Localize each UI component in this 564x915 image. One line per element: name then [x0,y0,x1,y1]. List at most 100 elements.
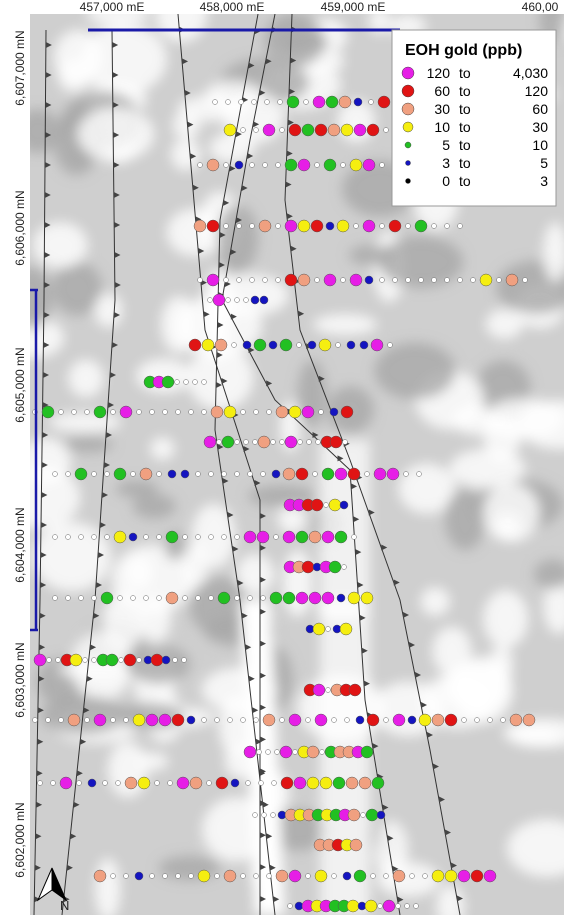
map-page: 457,000 mE458,000 mE459,000 mE460,006,60… [0,0,564,915]
sample-point [252,100,257,105]
sample-point [88,779,96,787]
sample-point [406,278,411,283]
sample-point [105,472,110,477]
sample-point [346,777,358,789]
legend-connector: to [459,65,471,81]
sample-point [361,592,373,604]
sample-point [384,874,389,879]
sample-point [231,779,239,787]
sample-point [51,781,56,786]
sample-point [480,274,492,286]
sample-point [209,472,214,477]
sample-point [114,531,126,543]
sample-point [347,900,359,912]
sample-point [294,777,306,789]
sample-point [263,163,268,168]
terrain-patch [375,821,408,879]
sample-point [339,96,351,108]
sample-point [348,809,360,821]
sample-point [159,714,171,726]
sample-point [94,870,106,882]
sample-point [315,870,327,882]
sample-point [343,872,351,880]
terrain-patch [374,343,455,400]
sample-point [60,777,72,789]
sample-point [189,874,194,879]
legend-max: 10 [532,137,548,153]
legend-max: 30 [532,119,548,135]
sample-point [311,220,323,232]
sample-point [297,343,302,348]
sample-point [66,472,71,477]
sample-point [371,874,376,879]
sample-point [163,410,168,415]
sample-point [111,410,116,415]
sample-point [181,470,189,478]
sample-point [278,100,283,105]
terrain-patch [483,399,563,440]
sample-point [244,298,249,303]
sample-point [378,904,383,909]
terrain-patch [420,587,450,616]
sample-point [348,468,360,480]
sample-point [315,163,320,168]
sample-point [198,870,210,882]
sample-point [155,781,160,786]
sample-point [352,535,357,540]
sample-point [365,276,373,284]
sample-point [209,596,214,601]
sample-point [408,716,416,724]
sample-point [176,874,181,879]
sample-point [445,224,450,229]
sample-point [432,870,444,882]
terrain-patch [58,59,91,92]
sample-point [124,718,129,723]
legend-max: 4,030 [513,65,548,81]
sample-point [207,159,219,171]
sample-point [367,124,379,136]
sample-point [172,714,184,726]
sample-point [198,278,203,283]
y-coordinate-label: 6,607,000 mN [13,30,27,105]
sample-point [260,296,268,304]
sample-point [106,654,118,666]
sample-point [445,870,457,882]
sample-point [307,746,319,758]
legend-connector: to [459,101,471,117]
sample-point [363,159,375,171]
sample-point [235,298,240,303]
sample-point [510,714,522,726]
sample-point [347,341,355,349]
sample-point [175,380,180,385]
sample-point [92,535,97,540]
sample-point [387,468,399,480]
legend-max: 120 [525,83,549,99]
sample-point [135,872,143,880]
legend-max: 3 [540,173,548,189]
sample-point [257,750,262,755]
sample-point [120,406,132,418]
terrain-patch [483,590,528,647]
terrain-patch [125,556,153,589]
sample-point [319,410,324,415]
sample-point [198,163,203,168]
sample-point [207,220,219,232]
sample-point [471,278,476,283]
sample-point [56,658,61,663]
sample-point [366,809,378,821]
sample-point [289,714,301,726]
sample-point [337,220,349,232]
sample-point [332,874,337,879]
sample-point [432,714,444,726]
sample-point [458,224,463,229]
sample-point [254,410,259,415]
sample-point [280,746,292,758]
sample-point [356,716,364,724]
sample-point [380,278,385,283]
terrain-patch [108,742,148,797]
sample-point [129,533,137,541]
sample-point [85,718,90,723]
sample-point [322,531,334,543]
legend-min: 0 [442,173,450,189]
sample-point [326,627,331,632]
